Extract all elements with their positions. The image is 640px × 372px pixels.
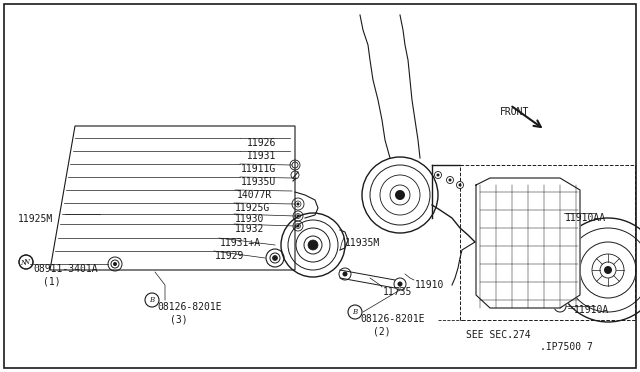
Text: N: N xyxy=(23,258,29,266)
Circle shape xyxy=(436,173,440,176)
Text: 11935M: 11935M xyxy=(345,238,380,248)
Text: B: B xyxy=(353,308,358,316)
Circle shape xyxy=(557,304,563,308)
Text: .IP7500 7: .IP7500 7 xyxy=(540,342,593,352)
Text: 11925M: 11925M xyxy=(18,214,53,224)
Text: 11935U: 11935U xyxy=(241,177,276,187)
Circle shape xyxy=(308,240,318,250)
Text: N: N xyxy=(20,259,26,267)
Circle shape xyxy=(395,190,405,200)
Text: 11910: 11910 xyxy=(415,280,444,290)
Circle shape xyxy=(604,266,612,274)
Text: 08126-8201E: 08126-8201E xyxy=(157,302,221,312)
Text: SEE SEC.274: SEE SEC.274 xyxy=(466,330,531,340)
Text: (2): (2) xyxy=(373,326,390,336)
Circle shape xyxy=(273,256,278,260)
Text: 11911G: 11911G xyxy=(241,164,276,174)
Text: 11910A: 11910A xyxy=(574,305,609,315)
Circle shape xyxy=(113,262,117,266)
Circle shape xyxy=(397,282,403,286)
Circle shape xyxy=(557,211,563,215)
Text: (1): (1) xyxy=(43,276,61,286)
Text: 11931+A: 11931+A xyxy=(220,238,261,248)
Text: 11910AA: 11910AA xyxy=(565,213,606,223)
Circle shape xyxy=(449,179,451,182)
Circle shape xyxy=(342,272,348,276)
Circle shape xyxy=(296,224,300,228)
Text: 08911-3401A: 08911-3401A xyxy=(33,264,98,274)
Text: 08126-8201E: 08126-8201E xyxy=(360,314,424,324)
Text: 14077R: 14077R xyxy=(237,190,272,200)
Text: 11925G: 11925G xyxy=(235,203,270,213)
Text: 11930: 11930 xyxy=(235,214,264,224)
Text: 11735: 11735 xyxy=(383,287,412,297)
Text: (3): (3) xyxy=(170,314,188,324)
Text: FRONT: FRONT xyxy=(500,107,529,117)
Bar xyxy=(460,165,635,320)
Circle shape xyxy=(296,215,300,218)
Text: I1931: I1931 xyxy=(247,151,276,161)
Text: 11929: 11929 xyxy=(215,251,244,261)
Text: 11932: 11932 xyxy=(235,224,264,234)
Text: B: B xyxy=(149,296,155,304)
Circle shape xyxy=(296,202,300,205)
Text: 11926: 11926 xyxy=(247,138,276,148)
Polygon shape xyxy=(476,178,580,308)
Circle shape xyxy=(458,183,461,186)
